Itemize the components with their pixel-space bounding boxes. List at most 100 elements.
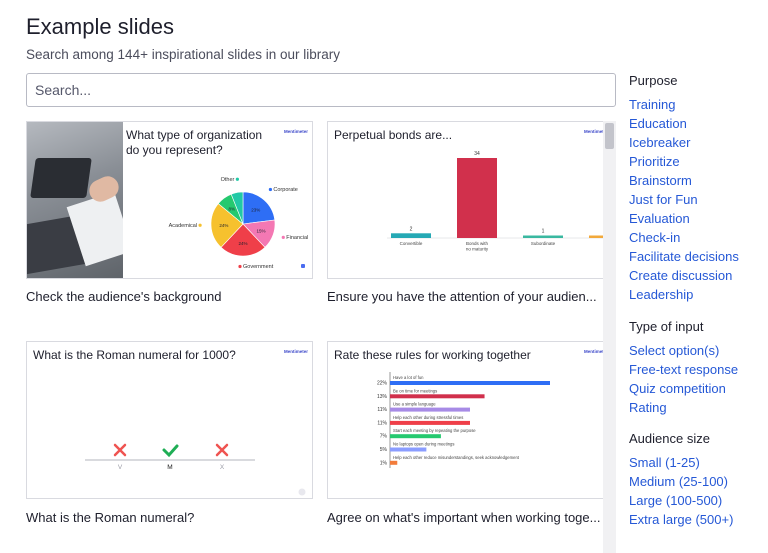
scrollbar[interactable] [603,121,616,553]
pie-chart: 23% Corporate 15% Financial 24% Government 24%… [169,177,309,270]
pie-slice [220,223,266,257]
option-label: V [118,464,123,471]
option-label: M [167,464,172,471]
bar [523,235,563,238]
slide-question: Rate these rules for working together [334,348,531,362]
legend-dot [268,187,273,192]
slide-question: What is the Roman numeral for 1000? [33,348,236,362]
slice-value: 8% [228,206,235,211]
filter-link[interactable]: Extra large (500+) [629,512,734,527]
category-label: Use a simple language [393,402,436,407]
category-label: no maturity [466,247,489,252]
filter-link[interactable]: Large (100-500) [629,493,723,508]
bar [390,394,485,399]
filter-link[interactable]: Free-text response [629,362,739,377]
bar [390,381,550,385]
bar [589,235,606,238]
card-caption[interactable]: Agree on what's important when working t… [327,510,601,525]
category-label: Be on time for meetings [393,388,437,393]
filter-heading-type-of-input: Type of input [629,319,704,334]
brand-logo: Mentimeter [584,349,609,354]
scrollbar-thumb[interactable] [605,123,614,149]
bar [390,434,441,439]
filter-heading-audience-size: Audience size [629,431,710,446]
bar [390,447,427,452]
bar-value: 22% [377,381,388,387]
filter-link[interactable]: Check-in [629,230,681,245]
filter-link[interactable]: Quiz competition [629,381,726,396]
filter-link[interactable]: Create discussion [629,268,733,283]
filter-link[interactable]: Rating [629,400,667,415]
check-icon [162,444,179,458]
filter-heading-purpose: Purpose [629,73,678,88]
filter-link[interactable]: Training [629,97,676,112]
legend-dot [238,264,242,269]
filter-link[interactable]: Medium (25-100) [629,474,728,489]
bar-value: 7% [380,434,388,440]
slide-card[interactable]: Rate these rules for working together Me… [327,341,614,499]
page-title: Example slides [26,14,174,39]
bar [457,158,497,238]
card-caption[interactable]: What is the Roman numeral? [26,510,195,525]
slide-indicator [301,264,305,268]
bar [390,460,398,465]
slice-value: 23% [251,208,260,213]
slice-value: 24% [238,241,247,246]
bar-value: 2 [410,226,413,232]
filter-link[interactable]: Leadership [629,287,694,302]
filter-link[interactable]: Education [629,116,687,131]
category-label: Convertible [400,241,423,246]
filter-link[interactable]: Prioritize [629,154,680,169]
legend-dot [198,223,202,227]
filter-link[interactable]: Facilitate decisions [629,249,739,264]
card-caption[interactable]: Ensure you have the attention of your au… [327,289,597,304]
slice-label: Government [243,264,274,270]
page-subtitle: Search among 144+ inspirational slides i… [26,47,341,62]
bar-value: 1% [380,460,388,466]
horizontal-bar-chart: Have a lot of fun 22% Be on time for meeti… [377,372,550,468]
bar [390,407,470,412]
bar-value: 34 [474,151,480,157]
filter-link[interactable]: Just for Fun [629,192,698,207]
slice-value: 24% [219,223,228,228]
person-icon [298,488,306,496]
cross-icon [215,443,229,457]
pie-slice [242,191,276,225]
bar [391,233,431,238]
filter-link[interactable]: Select option(s) [629,343,720,358]
filter-link[interactable]: Small (1-25) [629,455,700,470]
pie-slice [210,203,244,248]
category-label: Have a lot of fun [393,375,424,380]
bar-value: 13% [377,394,388,400]
filter-link[interactable]: Icebreaker [629,135,691,150]
bar [390,420,470,425]
laptop-photo [27,122,123,278]
filter-link[interactable]: Brainstorm [629,173,692,188]
legend-dot [281,235,285,240]
bar-value: 5% [380,447,388,453]
option-label: X [220,464,225,471]
category-label: Help each other reduce misunderstandings… [393,455,520,460]
category-label: No laptops open during meetings [393,442,454,447]
slide-card[interactable]: What is the Roman numeral for 1000? Ment… [26,341,313,499]
legend-dot [235,177,239,181]
slice-label: Academical [169,223,197,229]
pie-slice [230,191,244,225]
search-input[interactable] [26,73,616,107]
slice-value: 15% [257,229,266,234]
category-label: Subordinate [531,241,556,246]
slide-card[interactable]: What type of organization do you represe… [26,121,313,279]
filter-link[interactable]: Evaluation [629,211,690,226]
card-caption[interactable]: Check the audience's background [26,289,222,304]
brand-logo: Mentimeter [284,129,309,134]
slice-label: Other [221,177,235,183]
category-label: Help each other during stressful times [393,415,463,420]
bar-value: 11% [377,420,387,426]
cross-icon [113,443,127,457]
slide-card[interactable]: Perpetual bonds are... Mentimeter 2 Conve… [327,121,614,279]
slide-question: What type of organization do you represe… [126,128,263,157]
brand-logo: Mentimeter [284,349,309,354]
bar-value: 11% [377,407,387,413]
